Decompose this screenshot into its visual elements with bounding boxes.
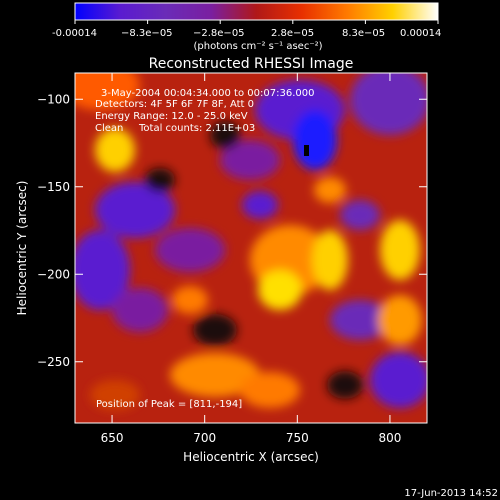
heatmap-blob-9 xyxy=(155,228,225,272)
x-tick-label-1: 700 xyxy=(193,431,216,445)
y-axis: −100 −150 −200 −250 xyxy=(37,92,427,369)
heatmap-blob-25 xyxy=(90,380,140,410)
heatmap-blob-16 xyxy=(370,352,427,408)
x-axis-label: Heliocentric X (arcsec) xyxy=(183,450,319,464)
x-tick-label-3: 800 xyxy=(378,431,401,445)
heatmap-blob-11 xyxy=(258,270,302,310)
colorbar-tick-label-4: 8.3e−05 xyxy=(342,28,385,39)
colorbar-tick-label-3: 2.8e−05 xyxy=(271,28,314,39)
heatmap-blob-13 xyxy=(380,220,420,280)
colorbar-unit-label: (photons cm⁻² s⁻¹ asec⁻²) xyxy=(193,41,322,52)
colorbar-tick-label-2: −2.8e−05 xyxy=(193,28,245,39)
heatmap-blob-22 xyxy=(145,168,175,192)
colorbar-ticks xyxy=(74,20,439,24)
peak-marker xyxy=(304,145,309,156)
timestamp: 17-Jun-2013 14:52 xyxy=(404,488,498,499)
detectors-text: Detectors: 4F 5F 6F 7F 8F, Att 0 xyxy=(95,99,254,110)
heatmap-blob-19 xyxy=(193,314,237,346)
heatmap-blob-0 xyxy=(75,73,140,110)
heatmap-blob-4 xyxy=(95,128,135,172)
heatmap-blob-6 xyxy=(75,230,130,310)
y-tick-label-0: −100 xyxy=(37,92,70,106)
heatmap-blob-3 xyxy=(350,73,427,135)
heatmap-blob-18 xyxy=(240,372,300,408)
heatmap-blob-12 xyxy=(312,230,348,290)
y-tick-label-3: −250 xyxy=(37,355,70,369)
total-counts-text: Total counts: 2.11E+03 xyxy=(138,123,255,134)
y-axis-label: Heliocentric Y (arcsec) xyxy=(15,181,29,316)
heatmap-blob-27 xyxy=(242,191,278,219)
heatmap-blob-26 xyxy=(327,371,363,399)
heatmap-blob-14 xyxy=(340,200,380,230)
colorbar-gradient xyxy=(74,2,439,21)
heatmap-blob-23 xyxy=(210,121,240,149)
peak-position-text: Position of Peak = [811,-194] xyxy=(96,399,242,410)
heatmap-blob-2 xyxy=(293,110,337,170)
algorithm-text: Clean xyxy=(95,123,123,134)
heatmap xyxy=(75,73,427,423)
heatmap-blob-7 xyxy=(112,288,168,332)
colorbar-tick-label-1: −8.3e−05 xyxy=(121,28,173,39)
time-range-text: 3-May-2004 00:04:34.000 to 00:07:36.000 xyxy=(101,88,314,99)
energy-range-text: Energy Range: 12.0 - 25.0 keV xyxy=(95,111,248,122)
heatmap-blob-20 xyxy=(172,286,208,314)
chart-title: Reconstructed RHESSI Image xyxy=(149,56,354,72)
y-tick-label-2: −200 xyxy=(37,267,70,281)
x-tick-label-2: 750 xyxy=(286,431,309,445)
x-tick-label-0: 650 xyxy=(101,431,124,445)
heatmap-blob-8 xyxy=(220,140,280,180)
heatmap-blob-21 xyxy=(378,295,422,345)
y-tick-label-1: −150 xyxy=(37,180,70,194)
x-axis: 650 700 750 800 xyxy=(101,73,401,445)
colorbar: -0.00014 −8.3e−05 −2.8e−05 2.8e−05 8.3e−… xyxy=(52,2,441,52)
heatmap-blob-5 xyxy=(95,182,175,238)
heatmap-blob-17 xyxy=(170,353,260,397)
colorbar-tick-label-0: -0.00014 xyxy=(52,28,97,39)
heatmap-blob-15 xyxy=(330,300,390,340)
heatmap-blob-24 xyxy=(314,177,346,203)
colorbar-tick-label-5: 0.00014 xyxy=(400,28,441,39)
plot-frame xyxy=(74,72,428,424)
